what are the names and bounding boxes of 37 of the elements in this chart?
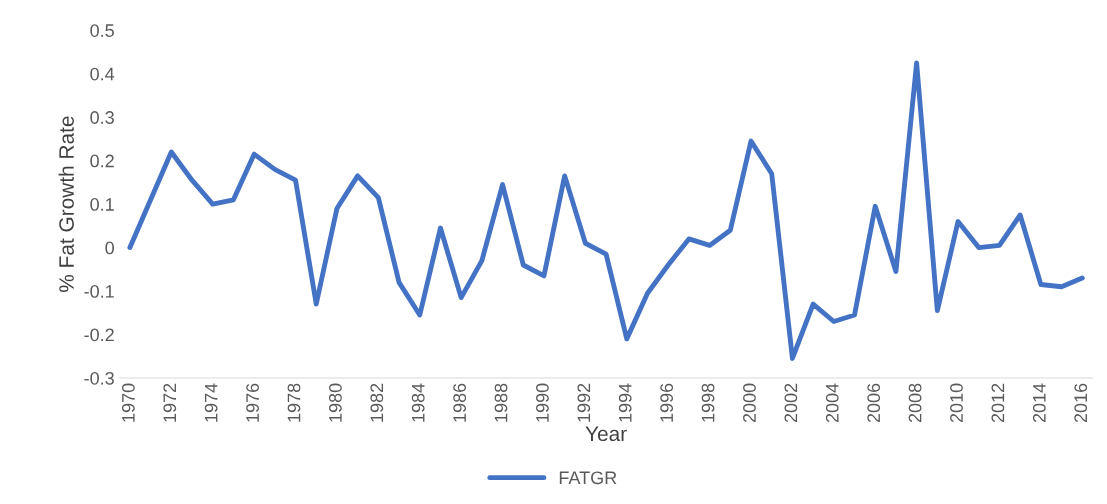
x-tick-label: 1996	[660, 383, 674, 422]
x-tick-label: 2004	[825, 383, 839, 423]
x-tick-label: 2006	[867, 383, 881, 423]
y-tick-label: -0.3	[84, 371, 114, 385]
y-tick-label: 0.5	[90, 24, 114, 37]
x-tick-label: 1976	[246, 383, 259, 422]
x-tick-label: 1990	[536, 383, 549, 422]
y-tick-label: -0.2	[84, 328, 114, 342]
x-tick-label: 1998	[701, 383, 715, 422]
y-tick-label: -0.1	[84, 284, 114, 298]
line-series	[127, 60, 1085, 361]
y-tick-label: 0.1	[90, 198, 114, 211]
y-tick-label: 0.3	[90, 111, 114, 124]
x-tick-label: 2016	[1074, 383, 1088, 423]
x-tick-label: 2010	[950, 383, 963, 423]
y-tick-label: 0.2	[90, 154, 114, 168]
x-tick-label: 1986	[453, 383, 467, 422]
x-tick-label: 1988	[494, 383, 508, 422]
x-tick-label: 1970	[121, 383, 135, 422]
x-tick-label: 1974	[204, 383, 218, 422]
legend-label: FATGR	[559, 471, 617, 485]
x-tick-label: 1984	[411, 383, 425, 422]
x-tick-label: 1972	[163, 383, 177, 422]
y-tick-label: 0.4	[90, 67, 115, 81]
y-axis-title: % Fat Growth Rate	[58, 116, 74, 292]
x-tick-label: 1994	[618, 383, 632, 422]
x-tick-label: 2008	[908, 383, 922, 423]
x-tick-label: 2012	[991, 383, 1005, 423]
x-tick-label: 2014	[1032, 383, 1046, 423]
x-tick-label: 2002	[784, 383, 798, 423]
y-tick-label: 0	[105, 241, 114, 255]
x-tick-label: 1992	[577, 383, 591, 422]
x-tick-label: 1982	[370, 383, 384, 422]
x-axis-title: Year	[585, 426, 627, 442]
x-tick-label: 1978	[287, 383, 301, 422]
x-tick-label: 1980	[329, 383, 342, 422]
x-tick-label: 2000	[743, 383, 756, 423]
